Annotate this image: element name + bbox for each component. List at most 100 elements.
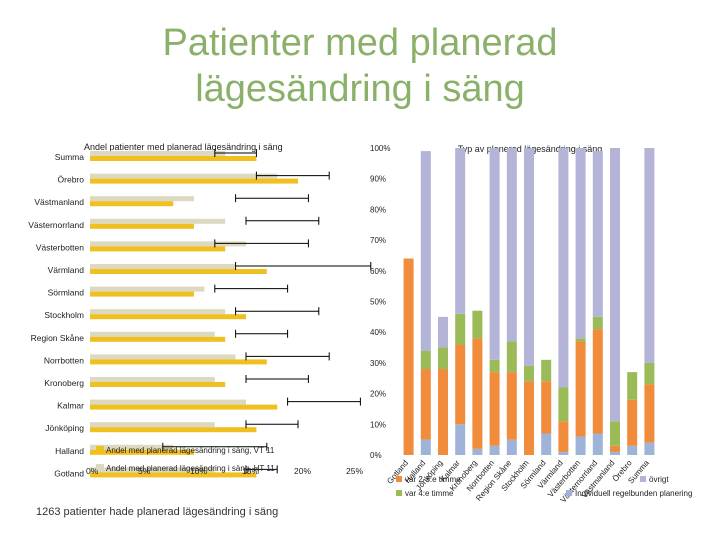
left-category-label: Värmland (48, 265, 85, 275)
left-category-label: Västernorrland (28, 220, 84, 230)
bar-vt11 (90, 472, 257, 478)
right-y-tick: 70% (370, 236, 386, 245)
right-y-tick: 50% (370, 298, 386, 307)
stack-segment (558, 387, 569, 422)
stack-segment (524, 365, 534, 382)
bar-vt11 (90, 449, 194, 455)
bar-vt11 (90, 156, 257, 161)
stack-segment (610, 445, 620, 452)
stack-segment (575, 341, 586, 437)
right-y-tick: 100% (370, 144, 390, 153)
stack-segment (627, 399, 638, 446)
stack-segment (644, 148, 655, 363)
bar-vt11 (90, 246, 226, 252)
left-x-tick: 20% (294, 466, 311, 476)
stack-segment (420, 439, 431, 455)
left-category-label: Västerbotten (36, 242, 84, 252)
stack-segment (506, 341, 517, 373)
stack-segment (627, 372, 638, 400)
bar-vt11 (90, 314, 246, 320)
slide-title-line-1: Patienter med planerad (162, 22, 558, 64)
left-category-label: Sörmland (48, 288, 85, 298)
stack-segment (592, 329, 603, 434)
bar-ht11 (90, 241, 246, 247)
bar-vt11 (90, 404, 278, 410)
stack-segment (610, 148, 620, 422)
stack-segment (455, 313, 466, 345)
left-category-label: Stockholm (44, 310, 84, 320)
left-category-label: Norrbotten (44, 355, 84, 365)
stack-segment (455, 148, 466, 314)
bar-ht11 (90, 377, 215, 382)
right-legend-swatch (396, 476, 402, 482)
stack-segment (644, 384, 655, 443)
stack-segment (506, 439, 517, 455)
left-category-label: Jönköping (45, 423, 84, 433)
right-legend-swatch (640, 476, 646, 482)
legend-label-ht11: Andel med planerad lägesändring i säng, … (106, 464, 275, 473)
bar-vt11 (90, 382, 226, 387)
stack-segment (438, 316, 448, 348)
bar-ht11 (90, 422, 215, 428)
stack-segment (472, 338, 483, 449)
right-legend-label: var 4:e timme (405, 489, 454, 498)
stack-segment (472, 310, 483, 339)
left-category-label: Region Skåne (31, 333, 85, 343)
stack-segment (524, 381, 534, 455)
stack-segment (644, 442, 655, 455)
right-y-tick: 10% (370, 420, 386, 429)
stack-segment (541, 359, 552, 382)
bar-vt11 (90, 291, 194, 297)
stack-segment (610, 451, 620, 455)
slide-title-line-2: lägesändring i säng (195, 68, 525, 110)
left-category-label: Kronoberg (44, 378, 84, 388)
bar-ht11 (90, 173, 278, 179)
stack-segment (420, 369, 431, 440)
left-x-tick: 0% (86, 466, 99, 476)
stack-segment (489, 372, 500, 446)
bar-ht11 (90, 399, 246, 405)
bar-vt11 (90, 427, 257, 433)
bar-vt11 (90, 178, 298, 184)
stack-segment (489, 148, 500, 360)
right-legend-swatch (396, 490, 402, 496)
left-category-label: Halland (55, 446, 84, 456)
right-y-tick: 20% (370, 390, 386, 399)
right-legend-label: var 2-3:e timme (405, 475, 461, 484)
left-chart-title: Andel patienter med planerad lägesändrin… (84, 142, 283, 152)
right-y-tick: 40% (370, 328, 386, 337)
left-category-label: Gotland (54, 468, 84, 478)
left-x-tick: 5% (138, 466, 151, 476)
stack-segment (506, 372, 517, 440)
left-category-label: Kalmar (57, 401, 84, 411)
stack-segment (558, 451, 569, 455)
legend-swatch-ht11 (96, 464, 104, 470)
right-y-tick: 60% (370, 267, 386, 276)
bar-ht11 (90, 444, 174, 450)
stack-segment (592, 433, 603, 455)
bar-ht11 (90, 151, 226, 156)
left-x-tick: 15% (242, 466, 259, 476)
bar-ht11 (90, 218, 226, 224)
bar-vt11 (90, 223, 194, 229)
stack-segment (438, 369, 448, 455)
stack-segment (472, 448, 483, 455)
bar-ht11 (90, 196, 194, 202)
left-category-label: Örebro (58, 175, 85, 185)
stack-segment (592, 316, 603, 330)
bar-vt11 (90, 269, 267, 274)
stack-segment (558, 148, 569, 388)
legend-swatch-vt11 (96, 446, 104, 452)
bar-vt11 (90, 201, 174, 207)
bar-ht11 (90, 354, 236, 360)
stack-segment (438, 347, 448, 370)
right-legend-swatch (566, 490, 572, 496)
stack-segment (541, 381, 552, 434)
stack-segment (455, 424, 466, 455)
right-y-tick: 0% (370, 451, 382, 460)
stack-segment (644, 362, 655, 385)
stack-segment (489, 445, 500, 455)
slide-footer: 1263 patienter hade planerad lägesändrin… (36, 506, 279, 518)
right-y-tick: 90% (370, 175, 386, 184)
